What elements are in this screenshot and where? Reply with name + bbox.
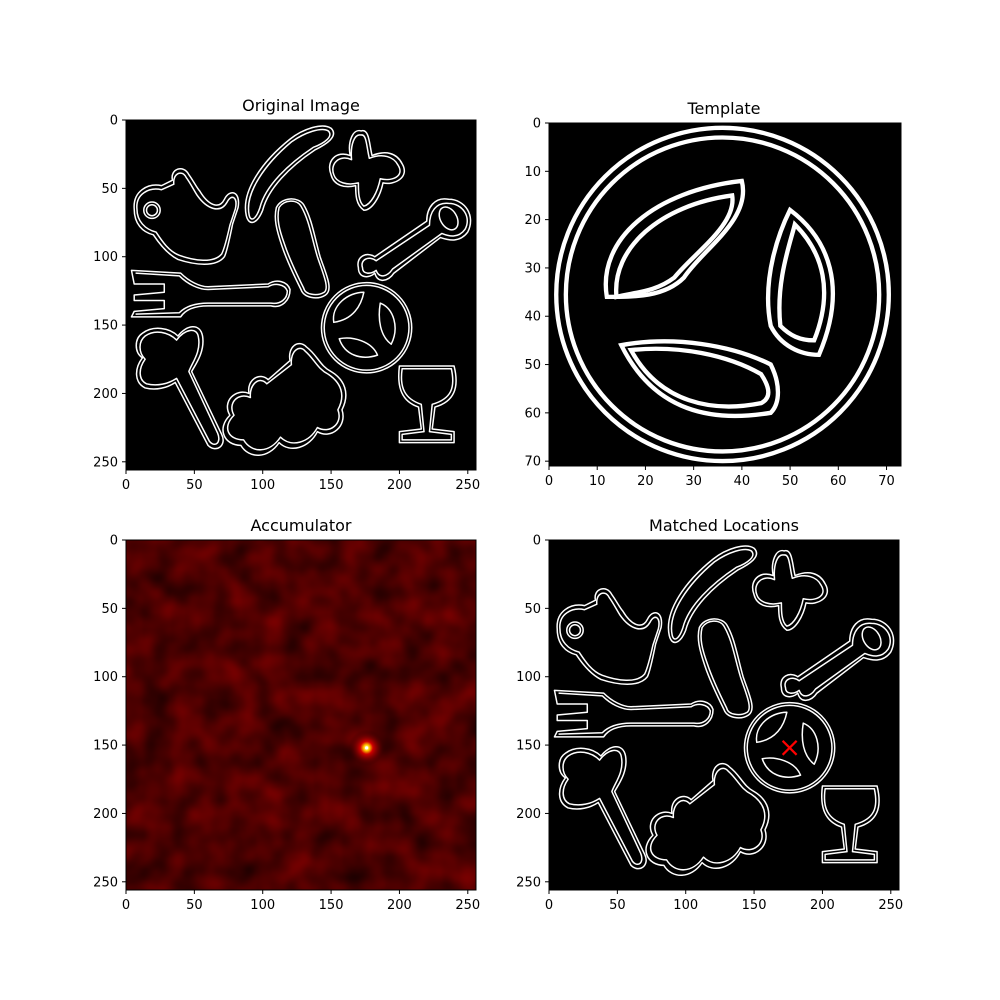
x-tick-label: 10 [589,474,606,489]
axis-ticks-template: 0 10 20 30 40 50 60 70 0 10 20 30 40 50 60 70 [524,117,894,490]
x-tick-label: 250 [455,898,480,913]
panel-matched-locations: Matched Locations 0 50 100 150 200 250 0 50 100 1… [516,516,903,913]
x-tick-label: 100 [250,898,275,913]
x-tick-label: 0 [545,898,553,913]
panel-original-image: Original Image 0 50 100 150 200 250 0 50 100 150 2… [93,96,480,493]
y-tick-label: 50 [101,182,118,197]
y-tick-label: 0 [110,114,118,129]
y-tick-label: 250 [516,875,541,890]
y-tick-label: 150 [516,739,541,754]
x-tick-label: 60 [830,474,847,489]
accumulator-peak-core [365,746,369,750]
axis-ticks-matched: 0 50 100 150 200 250 0 50 100 150 200 250 [516,534,903,914]
x-tick-label: 200 [810,898,835,913]
x-tick-label: 150 [319,478,344,493]
y-tick-label: 150 [93,319,118,334]
match-marker-x [781,740,798,756]
panel-accumulator: Accumulator 0 50 100 150 200 250 0 50 100 150 200 2… [93,516,480,913]
x-tick-label: 70 [878,474,895,489]
y-tick-label: 200 [93,807,118,822]
x-tick-label: 100 [250,478,275,493]
x-tick-label: 30 [685,474,702,489]
x-tick-label: 150 [742,898,767,913]
x-tick-label: 250 [455,478,480,493]
y-tick-label: 0 [533,534,541,549]
x-tick-label: 50 [609,898,626,913]
y-tick-label: 30 [524,261,541,276]
y-tick-label: 100 [93,670,118,685]
x-tick-label: 0 [122,478,130,493]
panel-template: Template 0 10 20 30 40 50 60 70 0 10 20 30 40 50 60 70 [524,99,902,490]
x-tick-label: 0 [545,474,553,489]
x-tick-label: 250 [878,898,903,913]
y-tick-label: 0 [110,534,118,549]
y-tick-label: 250 [93,455,118,470]
x-tick-label: 20 [637,474,654,489]
match-marker-stroke [781,740,798,756]
x-tick-label: 150 [319,898,344,913]
x-tick-label: 200 [387,478,412,493]
y-tick-label: 200 [516,807,541,822]
image-area-matched [549,540,899,890]
y-tick-label: 10 [524,165,541,180]
panel-title-original: Original Image [242,96,360,115]
panel-title-accumulator: Accumulator [250,516,351,535]
x-tick-label: 50 [782,474,799,489]
y-tick-label: 70 [524,455,541,470]
x-tick-label: 50 [186,898,203,913]
y-tick-label: 50 [524,602,541,617]
y-tick-label: 150 [93,739,118,754]
axis-ticks-original: 0 50 100 150 200 250 0 50 100 150 200 250 [93,114,480,494]
y-tick-label: 20 [524,213,541,228]
panel-title-matched: Matched Locations [649,516,799,535]
y-tick-label: 100 [93,250,118,265]
y-tick-label: 60 [524,406,541,421]
y-tick-label: 100 [516,670,541,685]
x-tick-label: 40 [734,474,751,489]
y-tick-label: 40 [524,310,541,325]
image-area-original [126,120,476,470]
x-tick-label: 0 [122,898,130,913]
axis-ticks-accumulator: 0 50 100 150 200 250 0 50 100 150 200 250 [93,534,480,914]
x-tick-label: 50 [186,478,203,493]
x-tick-label: 100 [673,898,698,913]
y-tick-label: 200 [93,387,118,402]
y-tick-label: 0 [533,117,541,132]
x-tick-label: 200 [387,898,412,913]
y-tick-label: 50 [101,602,118,617]
y-tick-label: 250 [93,875,118,890]
panel-title-template: Template [686,99,760,118]
y-tick-label: 50 [524,358,541,373]
